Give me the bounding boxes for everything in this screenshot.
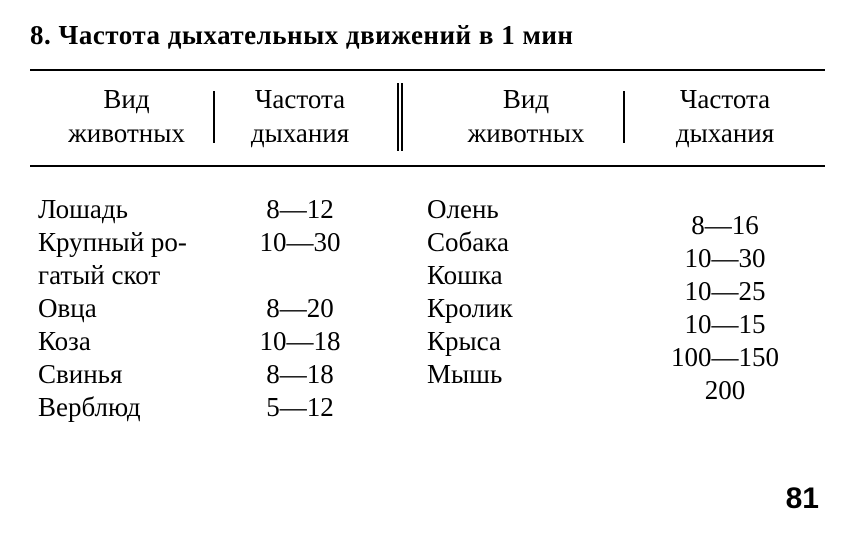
table-cell: Кролик xyxy=(427,292,625,325)
table-cell: 10—25 xyxy=(625,275,825,308)
header-species-left: Вид животных xyxy=(30,83,215,151)
breathing-rate-table: Вид животных Частота дыхания Вид животны… xyxy=(30,69,825,424)
header-gap xyxy=(385,83,415,151)
table-cell: Крыса xyxy=(427,325,625,358)
table-cell: 10—30 xyxy=(625,242,825,275)
table-title: 8. Частота дыхательных движений в 1 мин xyxy=(30,20,825,51)
table-cell: 10—30 xyxy=(215,226,385,259)
table-cell: 10—15 xyxy=(625,308,825,341)
table-cell: 8—12 xyxy=(215,193,385,226)
table-cell: Кошка xyxy=(427,259,625,292)
table-cell: Верблюд xyxy=(38,391,215,424)
table-cell: 5—12 xyxy=(215,391,385,424)
header-freq-label-l: Частота дыхания xyxy=(251,83,349,151)
table-cell: 8—20 xyxy=(215,292,385,325)
right-freq-col: 8—16 10—30 10—25 10—15 100—150 200 xyxy=(625,193,825,424)
table-cell: Овца xyxy=(38,292,215,325)
body-gap xyxy=(385,193,415,424)
header-freq-left: Частота дыхания xyxy=(215,83,385,151)
table-cell: гатый скот xyxy=(38,259,215,292)
header-species-label-r: Вид животных xyxy=(468,83,585,151)
table-cell xyxy=(215,259,385,292)
table-cell: Свинья xyxy=(38,358,215,391)
table-cell: 8—16 xyxy=(625,209,825,242)
left-freq-col: 8—12 10—30 8—20 10—18 8—18 5—12 xyxy=(215,193,385,424)
table-cell: Мышь xyxy=(427,358,625,391)
left-species-col: Лошадь Крупный ро- гатый скот Овца Коза … xyxy=(30,193,215,424)
header-freq-right: Частота дыхания xyxy=(625,83,825,151)
table-cell: Крупный ро- xyxy=(38,226,215,259)
table-cell: Лошадь xyxy=(38,193,215,226)
header-freq-label-r: Частота дыхания xyxy=(676,83,774,151)
table-cell: Коза xyxy=(38,325,215,358)
table-cell: Олень xyxy=(427,193,625,226)
page-number: 81 xyxy=(786,482,819,516)
table-body: Лошадь Крупный ро- гатый скот Овца Коза … xyxy=(30,167,825,424)
table-cell: 100—150 xyxy=(625,341,825,374)
header-species-right: Вид животных xyxy=(415,83,625,151)
table-cell: 10—18 xyxy=(215,325,385,358)
table-cell: 8—18 xyxy=(215,358,385,391)
table-header-row: Вид животных Частота дыхания Вид животны… xyxy=(30,71,825,165)
table-cell: 200 xyxy=(625,374,825,407)
right-species-col: Олень Собака Кошка Кролик Крыса Мышь xyxy=(415,193,625,424)
table-cell: Собака xyxy=(427,226,625,259)
header-species-label-l1: Вид животных xyxy=(68,83,185,151)
